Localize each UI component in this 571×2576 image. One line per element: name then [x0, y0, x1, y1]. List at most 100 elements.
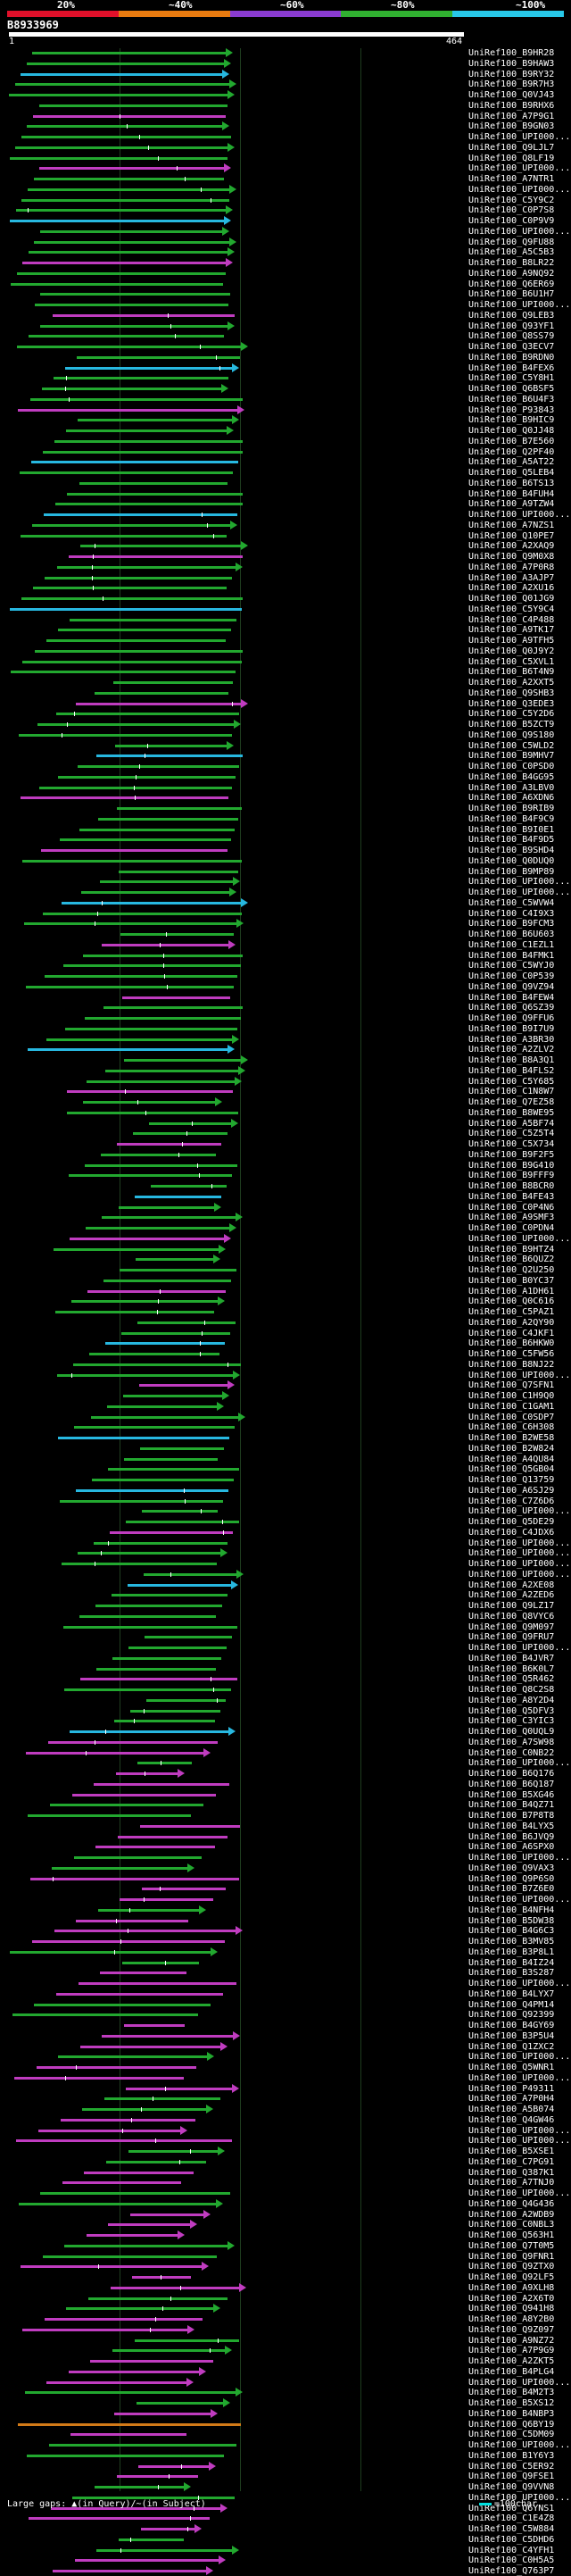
hit-row[interactable]: UniRef100_C5DHD6: [0, 2535, 571, 2545]
hit-alignment-bar[interactable]: [132, 1131, 228, 1137]
hit-row[interactable]: UniRef100_A2ZKT5: [0, 2356, 571, 2366]
hit-label[interactable]: UniRef100_UPI000...: [468, 1506, 571, 1517]
hit-label[interactable]: UniRef100_B4FMK1: [468, 950, 555, 961]
hit-row[interactable]: UniRef100_UPI000...: [0, 184, 571, 195]
hit-alignment-bar[interactable]: [55, 1992, 224, 1996]
hit-row[interactable]: UniRef100_B6U4F3: [0, 395, 571, 404]
hit-alignment-bar[interactable]: [64, 1688, 232, 1692]
hit-alignment-bar[interactable]: [26, 58, 232, 68]
hit-label[interactable]: UniRef100_A6XDN6: [468, 793, 555, 804]
hit-row[interactable]: UniRef100_C1E4Z8: [0, 2513, 571, 2523]
hit-alignment-bar[interactable]: [124, 1457, 219, 1461]
hit-alignment-bar[interactable]: [97, 1905, 206, 1914]
hit-label[interactable]: UniRef100_Q6ER69: [468, 279, 555, 289]
hit-alignment-bar[interactable]: [28, 247, 235, 257]
hit-alignment-bar[interactable]: [88, 1352, 219, 1356]
hit-label[interactable]: UniRef100_C1EZL1: [468, 939, 555, 950]
hit-label[interactable]: UniRef100_B7Z6E0: [468, 1884, 555, 1895]
hit-row[interactable]: UniRef100_B4FLS2: [0, 1065, 571, 1076]
hit-alignment-bar[interactable]: [138, 2461, 217, 2471]
hit-label[interactable]: UniRef100_Q9ZTX0: [468, 2262, 555, 2272]
hit-label[interactable]: UniRef100_C6H308: [468, 1422, 555, 1433]
hit-row[interactable]: UniRef100_UPI000...: [0, 2073, 571, 2083]
hit-label[interactable]: UniRef100_B2WE58: [468, 1433, 555, 1443]
hit-row[interactable]: UniRef100_B9I7U9: [0, 1024, 571, 1034]
hit-label[interactable]: UniRef100_UPI000...: [468, 510, 571, 520]
hit-label[interactable]: UniRef100_A2XXT5: [468, 678, 555, 688]
hit-row[interactable]: UniRef100_A2WDB9: [0, 2209, 571, 2220]
hit-row[interactable]: UniRef100_Q1ZXC2: [0, 2041, 571, 2052]
hit-label[interactable]: UniRef100_A2XAQ9: [468, 541, 555, 552]
hit-row[interactable]: UniRef100_Q0UQL9: [0, 1727, 571, 1737]
hit-alignment-bar[interactable]: [36, 2065, 197, 2070]
hit-alignment-bar[interactable]: [61, 1562, 218, 1566]
hit-alignment-bar[interactable]: [15, 142, 236, 152]
hit-row[interactable]: UniRef100_C5WLD2: [0, 740, 571, 751]
hit-alignment-bar[interactable]: [76, 1918, 188, 1923]
hit-row[interactable]: UniRef100_B6JVQ9: [0, 1832, 571, 1842]
hit-row[interactable]: UniRef100_Q7T0M5: [0, 2240, 571, 2251]
hit-label[interactable]: UniRef100_C0P9V9: [468, 216, 555, 226]
hit-alignment-bar[interactable]: [34, 237, 236, 246]
hit-alignment-bar[interactable]: [145, 1636, 233, 1639]
hit-label[interactable]: UniRef100_A5AT22: [468, 457, 555, 468]
hit-row[interactable]: UniRef100_Q9LJL7: [0, 142, 571, 153]
hit-alignment-bar[interactable]: [94, 691, 229, 695]
hit-alignment-bar[interactable]: [50, 2503, 228, 2513]
hit-label[interactable]: UniRef100_Q9M0X8: [468, 552, 555, 562]
hit-alignment-bar[interactable]: [108, 2220, 198, 2230]
hit-alignment-bar[interactable]: [62, 897, 248, 907]
hit-label[interactable]: UniRef100_B3P5U4: [468, 2030, 555, 2041]
hit-row[interactable]: UniRef100_A5AT22: [0, 457, 571, 467]
hit-alignment-bar[interactable]: [53, 376, 229, 381]
hit-label[interactable]: UniRef100_B9F2F5: [468, 1149, 555, 1160]
hit-alignment-bar[interactable]: [28, 184, 236, 194]
hit-label[interactable]: UniRef100_A7P0R8: [468, 562, 555, 572]
hit-alignment-bar[interactable]: [143, 1569, 244, 1579]
hit-label[interactable]: UniRef100_B9RHX6: [468, 100, 555, 111]
hit-row[interactable]: UniRef100_Q0C616: [0, 1296, 571, 1306]
hit-alignment-bar[interactable]: [27, 121, 230, 131]
hit-label[interactable]: UniRef100_Q10PE7: [468, 530, 555, 541]
hit-alignment-bar[interactable]: [71, 1793, 217, 1797]
hit-alignment-bar[interactable]: [127, 1580, 238, 1589]
hit-alignment-bar[interactable]: [118, 1835, 228, 1838]
hit-row[interactable]: UniRef100_B2W824: [0, 1444, 571, 1454]
hit-alignment-bar[interactable]: [77, 354, 240, 360]
hit-label[interactable]: UniRef100_Q941H8: [468, 2304, 555, 2314]
hit-alignment-bar[interactable]: [72, 2495, 236, 2500]
hit-label[interactable]: UniRef100_Q9VVN8: [468, 2482, 555, 2492]
hit-alignment-bar[interactable]: [34, 2003, 211, 2006]
hit-label[interactable]: UniRef100_B3S287: [468, 1968, 555, 1979]
hit-row[interactable]: UniRef100_C0P7S8: [0, 205, 571, 215]
hit-label[interactable]: UniRef100_UPI000...: [468, 2072, 571, 2083]
hit-alignment-bar[interactable]: [47, 1739, 218, 1745]
hit-row[interactable]: UniRef100_UPI000...: [0, 1233, 571, 1244]
hit-row[interactable]: UniRef100_A7P9G9: [0, 2346, 571, 2355]
hit-label[interactable]: UniRef100_Q9LEB3: [468, 310, 555, 321]
hit-label[interactable]: UniRef100_C5W884: [468, 2524, 555, 2534]
hit-alignment-bar[interactable]: [94, 1782, 229, 1786]
hit-alignment-bar[interactable]: [79, 828, 236, 831]
hit-label[interactable]: UniRef100_C5Y2D6: [468, 709, 555, 720]
hit-alignment-bar[interactable]: [62, 1625, 238, 1629]
hit-row[interactable]: UniRef100_P93843: [0, 404, 571, 415]
hit-label[interactable]: UniRef100_B9GN03: [468, 121, 555, 132]
hit-row[interactable]: UniRef100_UPI000...: [0, 1370, 571, 1380]
hit-row[interactable]: UniRef100_Q0J9Y2: [0, 646, 571, 656]
hit-label[interactable]: UniRef100_A9TFH5: [468, 636, 555, 646]
hit-row[interactable]: UniRef100_C0H5A5: [0, 2555, 571, 2565]
hit-row[interactable]: UniRef100_UPI000...: [0, 888, 571, 897]
hit-row[interactable]: UniRef100_Q3EDE3: [0, 698, 571, 709]
hit-row[interactable]: UniRef100_C0NB22: [0, 1747, 571, 1758]
hit-row[interactable]: UniRef100_Q9M0X8: [0, 552, 571, 562]
hit-row[interactable]: UniRef100_Q387K1: [0, 2168, 571, 2178]
hit-row[interactable]: UniRef100_Q7SFN1: [0, 1380, 571, 1390]
hit-label[interactable]: UniRef100_Q0DUQ0: [468, 855, 555, 866]
hit-label[interactable]: UniRef100_A5B074: [468, 2105, 555, 2114]
hit-label[interactable]: UniRef100_B5XS12: [468, 2398, 555, 2408]
hit-label[interactable]: UniRef100_Q3ECV7: [468, 342, 555, 352]
hit-label[interactable]: UniRef100_A2ZKT5: [468, 2356, 555, 2366]
hit-row[interactable]: UniRef100_Q5LEB4: [0, 468, 571, 478]
hit-label[interactable]: UniRef100_C0P539: [468, 971, 555, 981]
